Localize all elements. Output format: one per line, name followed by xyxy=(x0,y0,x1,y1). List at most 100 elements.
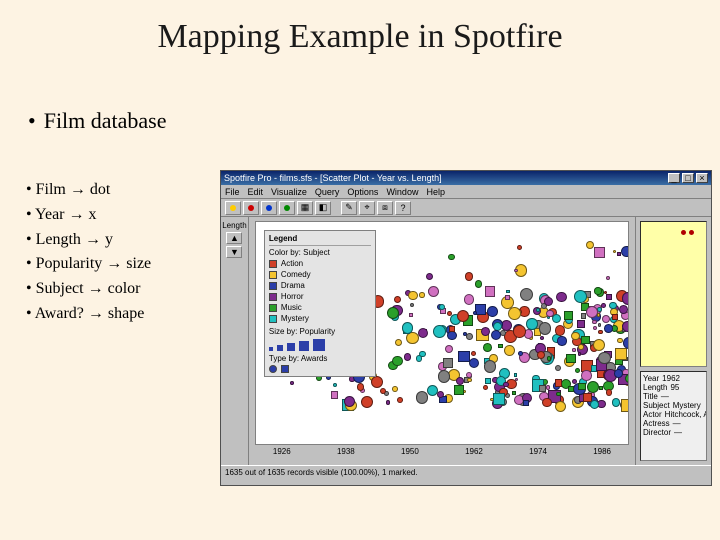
data-point[interactable] xyxy=(575,368,580,373)
data-point[interactable] xyxy=(592,320,597,325)
data-point[interactable] xyxy=(392,386,398,392)
data-point[interactable] xyxy=(606,389,612,395)
data-point[interactable] xyxy=(485,286,496,297)
data-point[interactable] xyxy=(454,385,464,395)
data-point[interactable] xyxy=(404,353,411,360)
data-point[interactable] xyxy=(483,343,492,352)
data-point[interactable] xyxy=(290,381,294,385)
menu-item[interactable]: Visualize xyxy=(271,187,307,197)
menu-item[interactable]: Window xyxy=(386,187,418,197)
data-point[interactable] xyxy=(449,326,455,332)
data-point[interactable] xyxy=(586,241,594,249)
data-point[interactable] xyxy=(418,328,428,338)
data-point[interactable] xyxy=(604,324,613,333)
data-point[interactable] xyxy=(594,287,601,294)
data-point[interactable] xyxy=(564,311,573,320)
tool-button[interactable] xyxy=(261,201,277,215)
data-point[interactable] xyxy=(504,345,515,356)
data-point[interactable] xyxy=(597,313,601,317)
data-point[interactable] xyxy=(557,336,566,345)
data-point[interactable] xyxy=(493,393,505,405)
data-point[interactable] xyxy=(445,345,453,353)
data-point[interactable] xyxy=(622,321,629,333)
tool-button[interactable] xyxy=(225,201,241,215)
data-point[interactable] xyxy=(416,391,428,403)
data-point[interactable] xyxy=(544,297,553,306)
data-point[interactable] xyxy=(467,378,471,382)
tool-button[interactable]: ✎ xyxy=(341,201,357,215)
data-point[interactable] xyxy=(508,307,521,320)
data-point[interactable] xyxy=(606,276,610,280)
data-point[interactable] xyxy=(485,378,491,384)
data-point[interactable] xyxy=(371,376,383,388)
data-point[interactable] xyxy=(622,292,629,305)
data-point[interactable] xyxy=(599,386,603,390)
close-button[interactable]: × xyxy=(696,173,708,183)
data-point[interactable] xyxy=(428,286,440,298)
data-point[interactable] xyxy=(555,325,565,335)
data-point[interactable] xyxy=(526,318,538,330)
data-point[interactable] xyxy=(593,326,597,330)
data-point[interactable] xyxy=(484,360,497,373)
menu-item[interactable]: Edit xyxy=(248,187,264,197)
data-point[interactable] xyxy=(448,254,455,261)
data-point[interactable] xyxy=(426,273,433,280)
data-point[interactable] xyxy=(419,292,425,298)
data-point[interactable] xyxy=(447,331,456,340)
tool-button[interactable]: ⧈ xyxy=(377,201,393,215)
tool-button[interactable] xyxy=(279,201,295,215)
data-point[interactable] xyxy=(395,339,403,347)
menu-item[interactable]: File xyxy=(225,187,240,197)
data-point[interactable] xyxy=(555,365,561,371)
data-point[interactable] xyxy=(614,369,623,378)
data-point[interactable] xyxy=(443,358,452,367)
data-point[interactable] xyxy=(566,354,575,363)
data-point[interactable] xyxy=(387,307,399,319)
data-point[interactable] xyxy=(581,313,587,319)
maximize-button[interactable]: □ xyxy=(682,173,694,183)
data-point[interactable] xyxy=(578,383,586,391)
data-point[interactable] xyxy=(491,330,501,340)
data-point[interactable] xyxy=(581,370,592,381)
data-point[interactable] xyxy=(506,290,510,294)
data-point[interactable] xyxy=(512,391,516,395)
data-point[interactable] xyxy=(464,294,474,304)
data-point[interactable] xyxy=(598,352,610,364)
data-point[interactable] xyxy=(514,373,517,376)
data-point[interactable] xyxy=(577,320,585,328)
data-point[interactable] xyxy=(438,370,450,382)
data-point[interactable] xyxy=(523,400,529,406)
menu-item[interactable]: Options xyxy=(347,187,378,197)
data-point[interactable] xyxy=(612,314,618,320)
data-point[interactable] xyxy=(617,338,622,343)
data-point[interactable] xyxy=(410,303,414,307)
data-point[interactable] xyxy=(397,397,403,403)
data-point[interactable] xyxy=(361,396,373,408)
data-point[interactable] xyxy=(556,292,567,303)
data-point[interactable] xyxy=(513,325,526,338)
data-point[interactable] xyxy=(621,399,629,411)
data-point[interactable] xyxy=(469,358,479,368)
data-point[interactable] xyxy=(514,269,517,272)
data-point[interactable] xyxy=(540,336,544,340)
data-point[interactable] xyxy=(394,296,401,303)
menu-item[interactable]: Help xyxy=(426,187,445,197)
data-point[interactable] xyxy=(602,315,610,323)
data-point[interactable] xyxy=(613,250,616,253)
data-point[interactable] xyxy=(402,322,413,333)
data-point[interactable] xyxy=(416,355,422,361)
minimize-button[interactable]: _ xyxy=(668,173,680,183)
data-point[interactable] xyxy=(487,306,498,317)
data-point[interactable] xyxy=(601,303,606,308)
data-point[interactable] xyxy=(520,288,533,301)
data-point[interactable] xyxy=(473,311,477,315)
tool-button[interactable]: ▦ xyxy=(297,201,313,215)
data-point[interactable] xyxy=(456,377,464,385)
data-point[interactable] xyxy=(593,339,605,351)
data-point[interactable] xyxy=(555,379,563,387)
data-point[interactable] xyxy=(552,314,561,323)
data-point[interactable] xyxy=(623,337,629,349)
data-point[interactable] xyxy=(386,400,390,404)
data-point[interactable] xyxy=(465,272,473,280)
data-point[interactable] xyxy=(590,400,599,409)
